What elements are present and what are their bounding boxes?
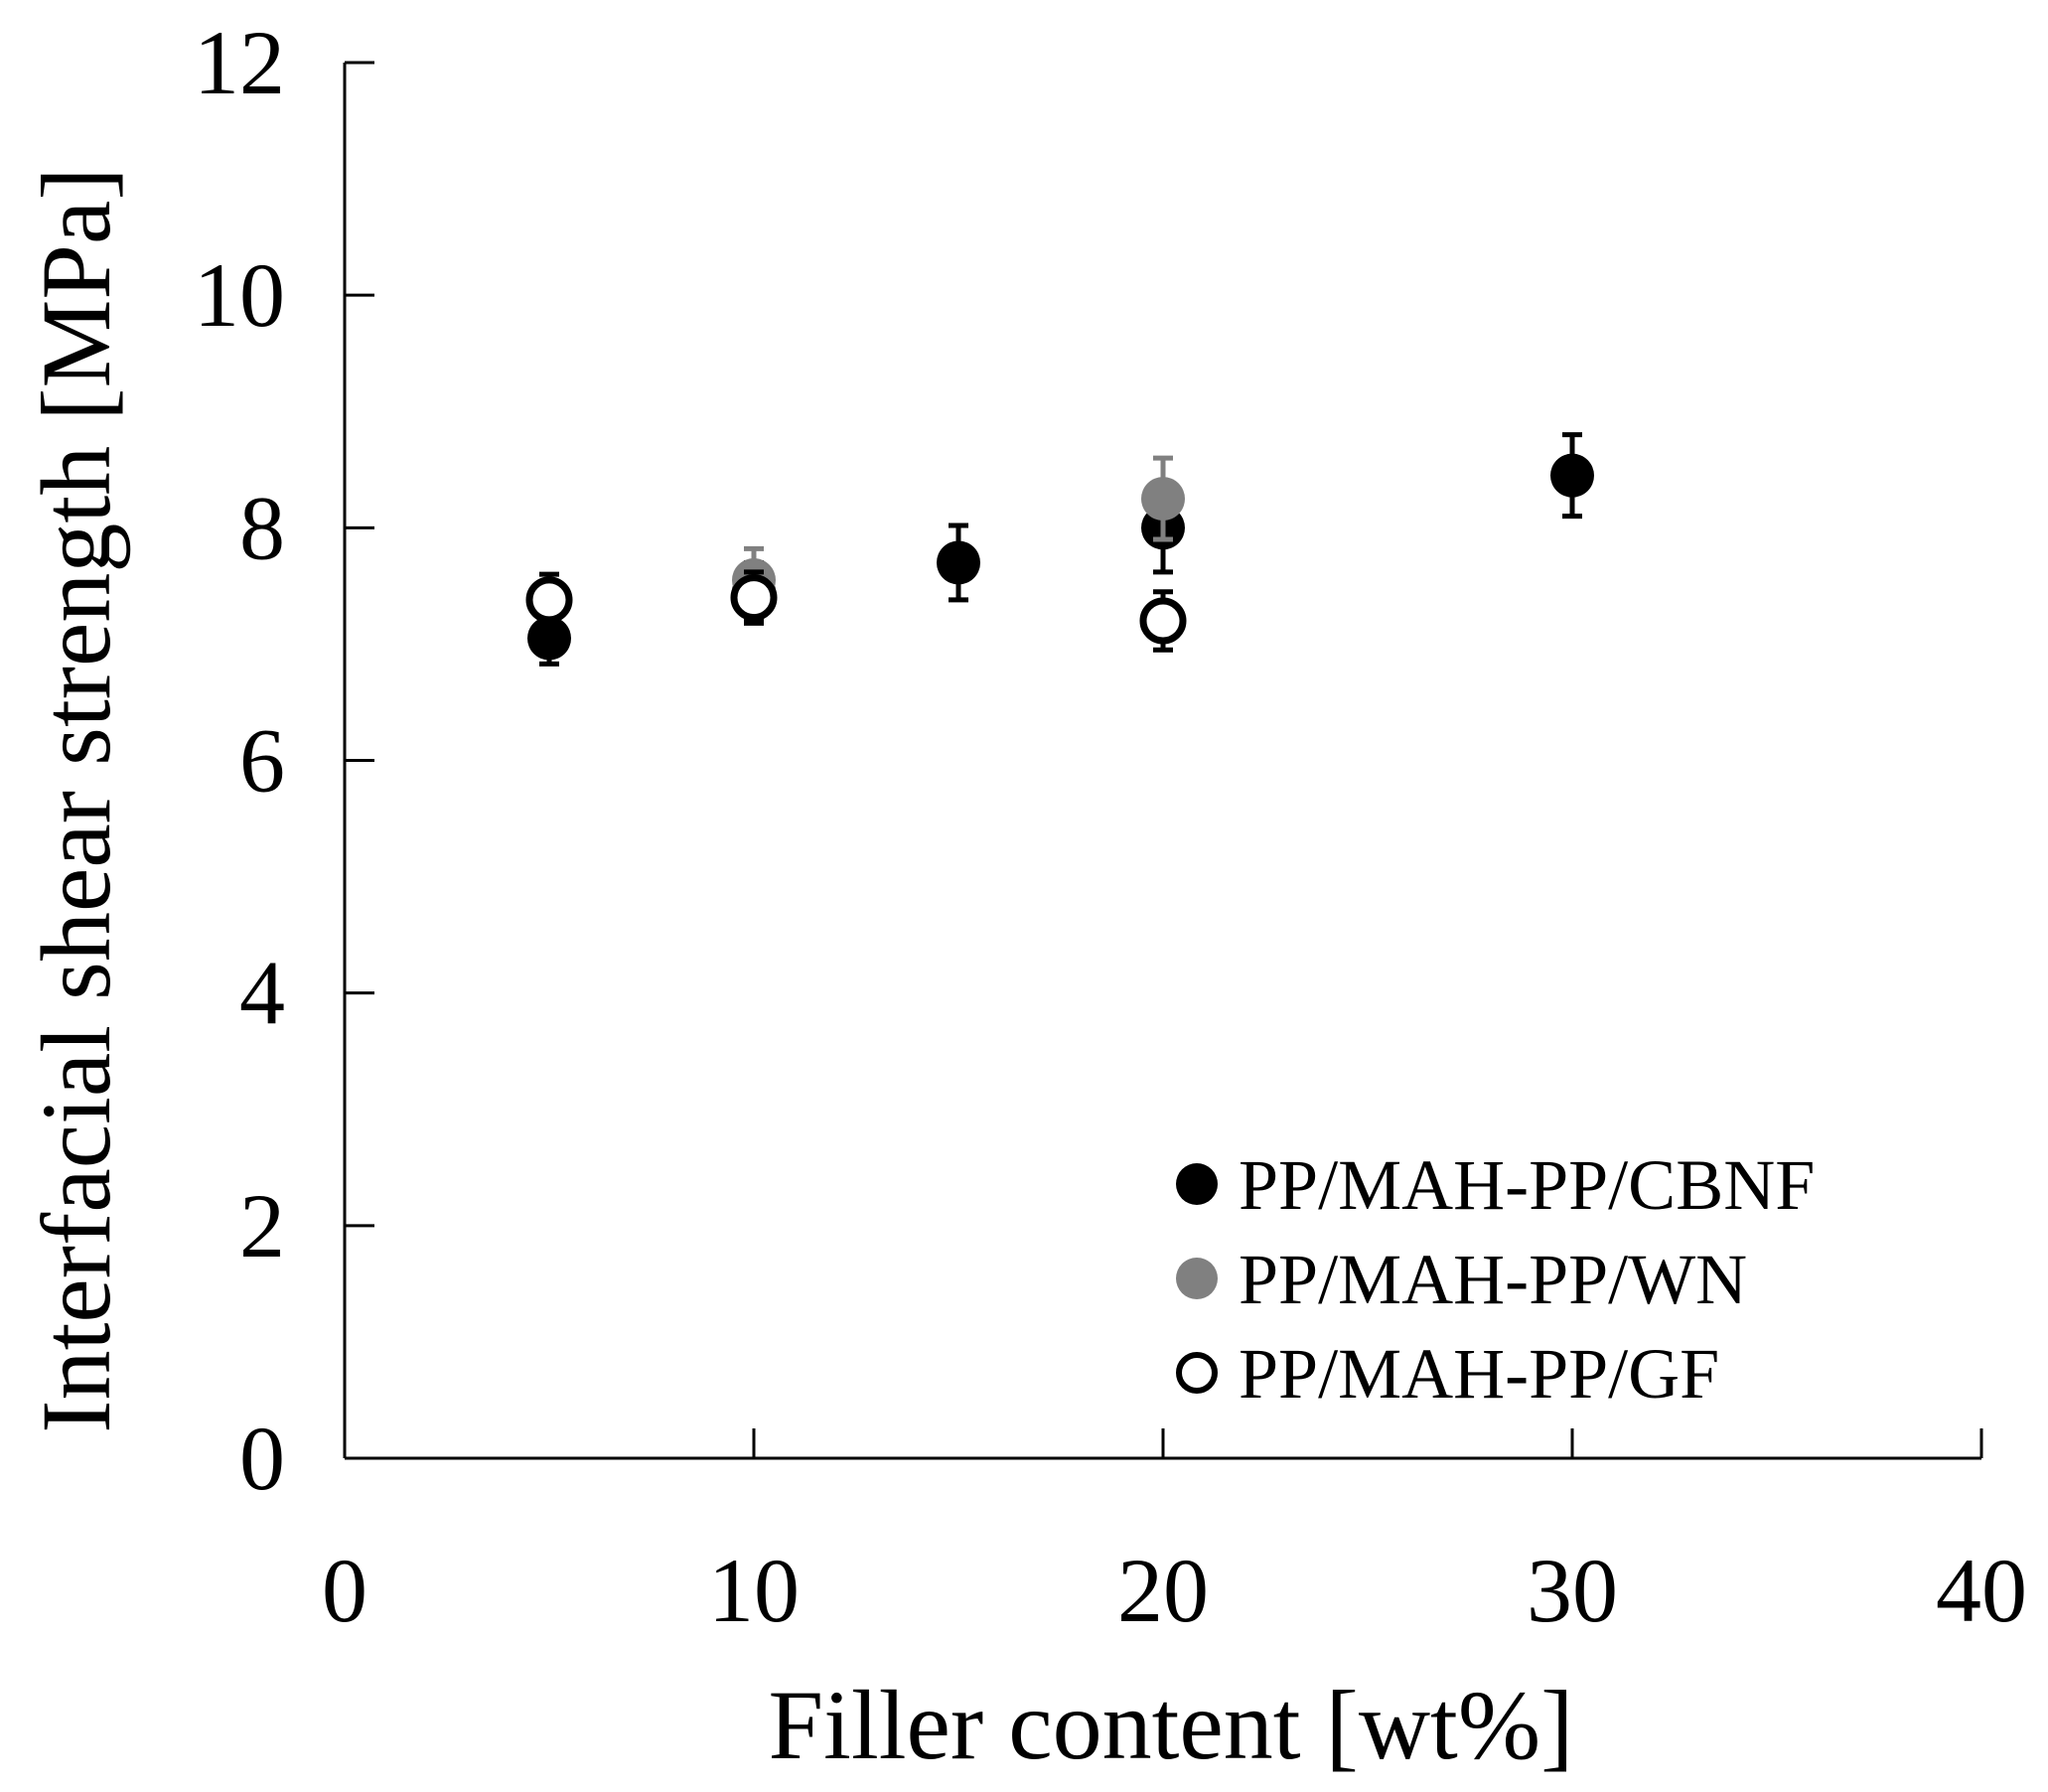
legend-marker [1176,1258,1218,1299]
data-point [937,540,980,585]
legend-marker [1176,1352,1218,1394]
data-point [1550,453,1594,498]
y-tick-label: 8 [239,477,285,578]
legend-item: PP/MAH-PP/WN [1176,1240,1747,1319]
legend-label: PP/MAH-PP/CBNF [1239,1145,1815,1225]
series-pp-mah-pp-cbnf [527,432,1594,667]
legend-item: PP/MAH-PP/CBNF [1176,1145,1815,1225]
y-tick-label: 10 [194,244,285,346]
y-axis-label: Interfacial shear strength [MPa] [21,167,131,1432]
y-tick-label: 2 [239,1175,285,1276]
x-tick-label: 20 [1117,1540,1209,1641]
y-tick-label: 12 [194,12,285,113]
y-axis-ticks: 0 2 4 6 8 10 12 [194,12,374,1509]
legend-label: PP/MAH-PP/GF [1239,1334,1719,1414]
legend-item: PP/MAH-PP/GF [1176,1334,1719,1414]
x-tick-label: 0 [322,1540,367,1641]
data-point [527,616,571,661]
data-point [1139,597,1187,645]
y-tick-label: 0 [239,1408,285,1509]
data-series [525,432,1594,667]
data-point [525,576,573,624]
y-tick-label: 4 [239,943,285,1044]
legend-marker [1176,1163,1218,1205]
x-axis-label: Filler content [wt%] [769,1670,1574,1780]
data-point [1141,477,1185,522]
data-point [730,574,778,622]
legend-label: PP/MAH-PP/WN [1239,1240,1747,1319]
series-pp-mah-pp-gf [525,569,1187,653]
x-tick-label: 30 [1527,1540,1618,1641]
x-tick-label: 10 [708,1540,800,1641]
x-tick-label: 40 [1936,1540,2027,1641]
x-axis-ticks: 0 10 20 30 40 [322,1428,2027,1641]
y-tick-label: 6 [239,710,285,812]
legend: PP/MAH-PP/CBNF PP/MAH-PP/WN PP/MAH-PP/GF [1176,1145,1815,1414]
